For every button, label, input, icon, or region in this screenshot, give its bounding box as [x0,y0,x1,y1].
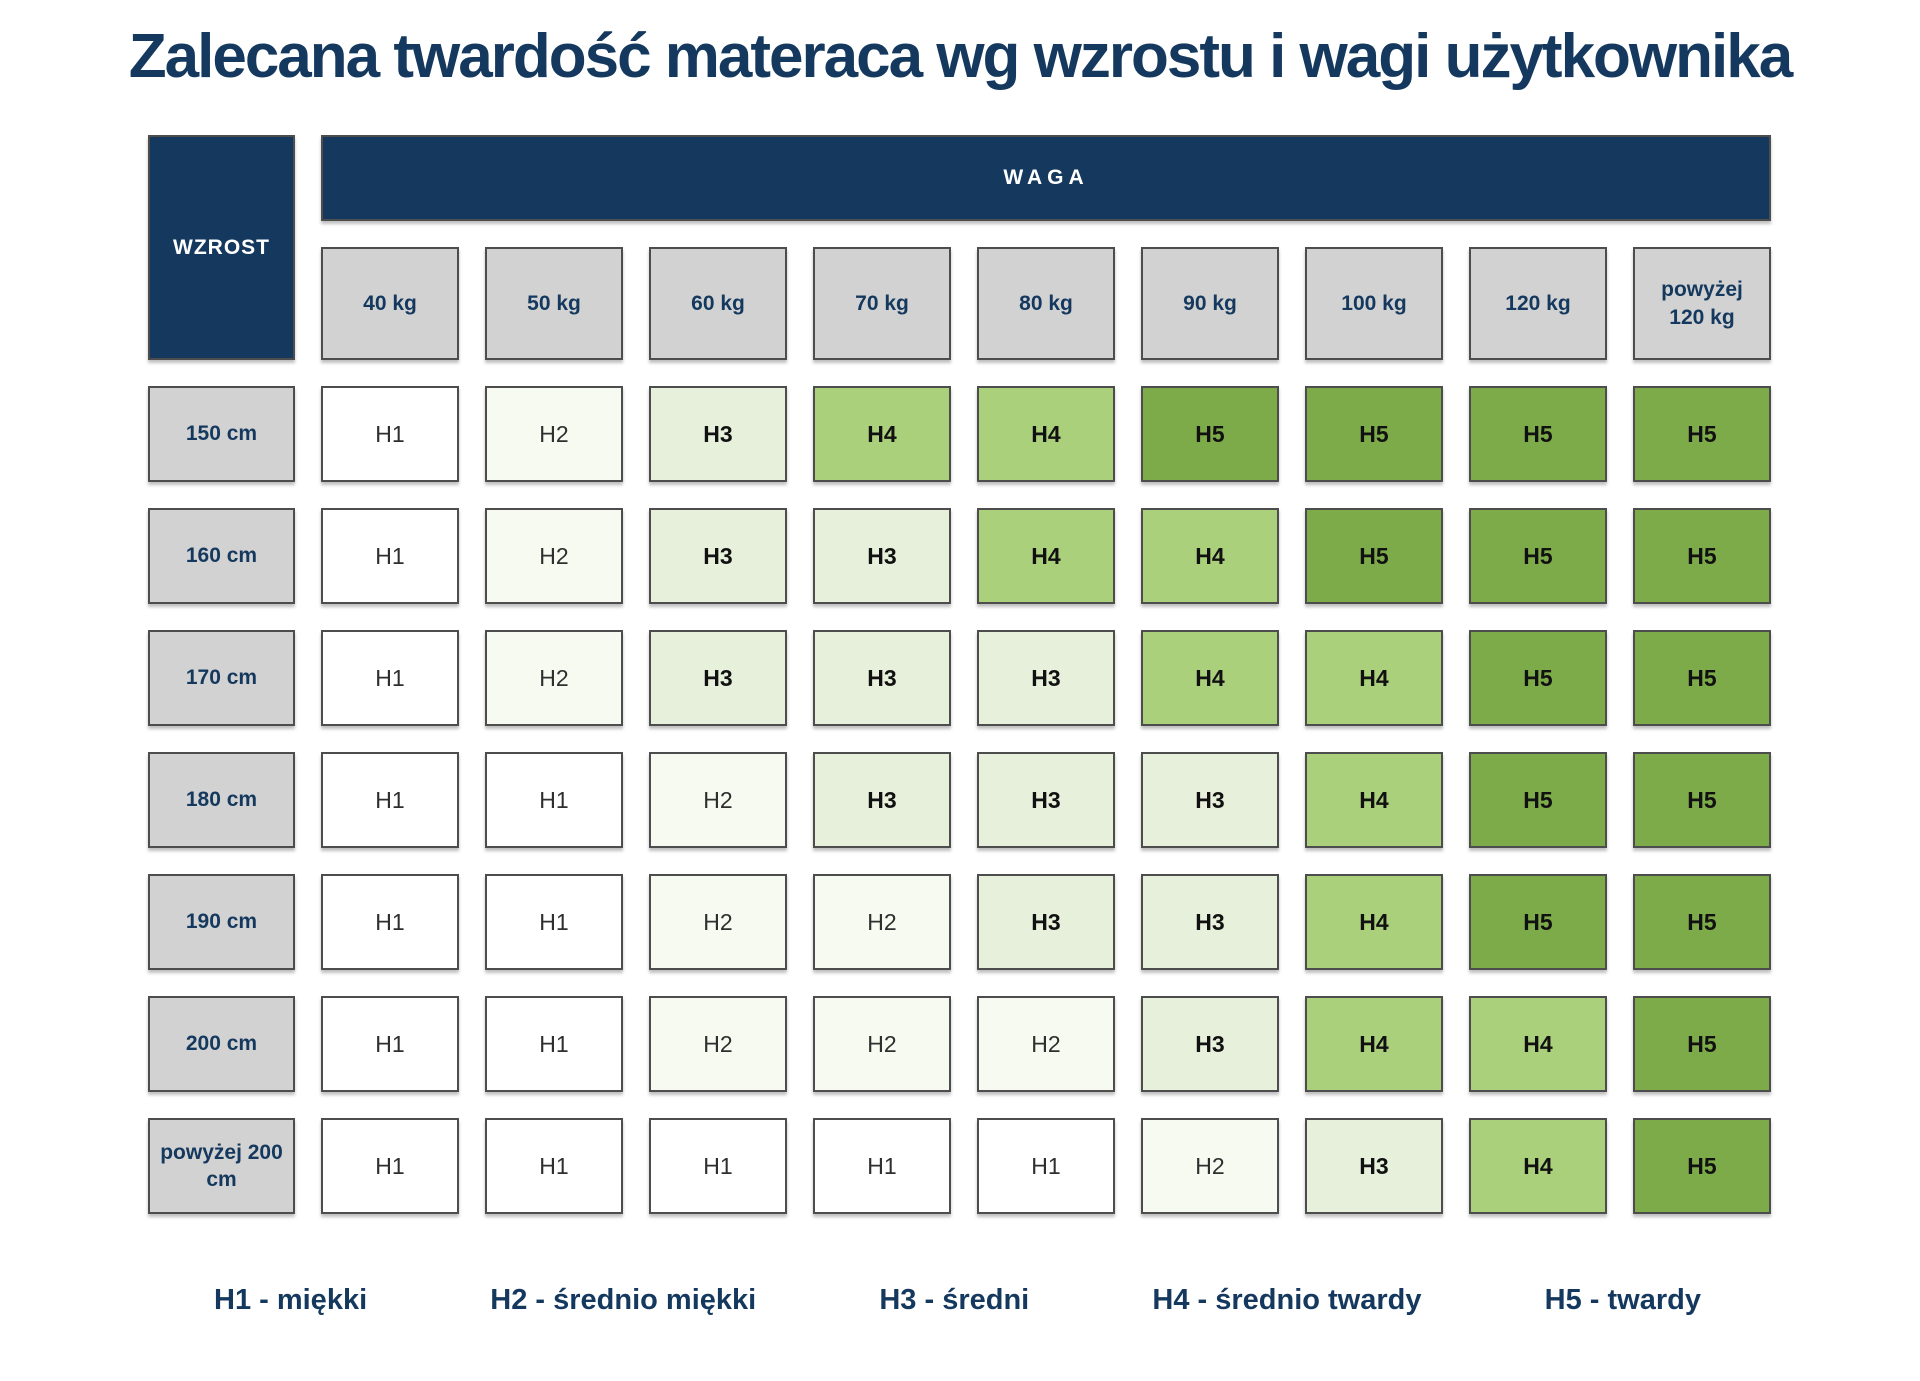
legend-item-h2: H2 - średnio miękki [490,1284,757,1317]
firmness-cell-180-cm-90-kg: H3 [1141,752,1279,849]
firmness-cell-powy-ej-200-cm-120-kg: H4 [1469,1118,1607,1215]
firmness-cell-200-cm-50-kg: H1 [485,996,623,1093]
column-header-90-kg: 90 kg [1141,247,1279,361]
column-header-120-kg: 120 kg [1469,247,1607,361]
row-header-200-cm: 200 cm [148,996,295,1093]
firmness-cell-180-cm-120-kg: H5 [1469,752,1607,849]
firmness-cell-200-cm-80-kg: H2 [977,996,1115,1093]
firmness-cell-170-cm-70-kg: H3 [813,630,951,727]
firmness-cell-powy-ej-200-cm-80-kg: H1 [977,1118,1115,1215]
firmness-cell-160-cm-70-kg: H3 [813,508,951,605]
firmness-cell-150-cm-50-kg: H2 [485,386,623,483]
firmness-cell-200-cm-70-kg: H2 [813,996,951,1093]
firmness-cell-150-cm-60-kg: H3 [649,386,787,483]
column-header-50-kg: 50 kg [485,247,623,361]
firmness-cell-powy-ej-200-cm-powy-ej-120-kg: H5 [1633,1118,1771,1215]
firmness-cell-powy-ej-200-cm-90-kg: H2 [1141,1118,1279,1215]
firmness-cell-170-cm-60-kg: H3 [649,630,787,727]
row-header-180-cm: 180 cm [148,752,295,849]
legend-item-h3: H3 - średni [879,1284,1030,1317]
firmness-cell-170-cm-90-kg: H4 [1141,630,1279,727]
firmness-cell-160-cm-60-kg: H3 [649,508,787,605]
legend-item-h5: H5 - twardy [1544,1284,1701,1317]
firmness-cell-150-cm-120-kg: H5 [1469,386,1607,483]
firmness-cell-200-cm-60-kg: H2 [649,996,787,1093]
row-header-170-cm: 170 cm [148,630,295,727]
row-header-160-cm: 160 cm [148,508,295,605]
legend-item-h4: H4 - średnio twardy [1152,1284,1422,1317]
firmness-cell-200-cm-100-kg: H4 [1305,996,1443,1093]
firmness-cell-190-cm-120-kg: H5 [1469,874,1607,971]
firmness-cell-180-cm-40-kg: H1 [321,752,459,849]
firmness-cell-190-cm-90-kg: H3 [1141,874,1279,971]
firmness-cell-200-cm-90-kg: H3 [1141,996,1279,1093]
firmness-cell-powy-ej-200-cm-60-kg: H1 [649,1118,787,1215]
firmness-cell-180-cm-60-kg: H2 [649,752,787,849]
firmness-cell-170-cm-40-kg: H1 [321,630,459,727]
firmness-cell-160-cm-50-kg: H2 [485,508,623,605]
firmness-cell-150-cm-70-kg: H4 [813,386,951,483]
firmness-cell-170-cm-100-kg: H4 [1305,630,1443,727]
firmness-cell-190-cm-50-kg: H1 [485,874,623,971]
firmness-cell-160-cm-80-kg: H4 [977,508,1115,605]
firmness-cell-190-cm-70-kg: H2 [813,874,951,971]
firmness-cell-180-cm-100-kg: H4 [1305,752,1443,849]
group-header-waga: WAGA [321,135,1771,222]
firmness-cell-190-cm-40-kg: H1 [321,874,459,971]
firmness-legend: H1 - miękki H2 - średnio miękki H3 - średn… [148,1284,1771,1317]
corner-header-wzrost: WZROST [148,135,295,361]
row-header-150-cm: 150 cm [148,386,295,483]
firmness-cell-180-cm-50-kg: H1 [485,752,623,849]
firmness-cell-160-cm-40-kg: H1 [321,508,459,605]
page-title: Zalecana twardość materaca wg wzrostu i … [128,22,1793,91]
firmness-cell-180-cm-70-kg: H3 [813,752,951,849]
firmness-cell-190-cm-powy-ej-120-kg: H5 [1633,874,1771,971]
firmness-cell-160-cm-90-kg: H4 [1141,508,1279,605]
column-header-100-kg: 100 kg [1305,247,1443,361]
firmness-cell-190-cm-80-kg: H3 [977,874,1115,971]
column-header-powy-ej-120-kg: powyżej 120 kg [1633,247,1771,361]
column-header-70-kg: 70 kg [813,247,951,361]
column-header-60-kg: 60 kg [649,247,787,361]
firmness-cell-190-cm-60-kg: H2 [649,874,787,971]
firmness-cell-160-cm-powy-ej-120-kg: H5 [1633,508,1771,605]
firmness-cell-170-cm-80-kg: H3 [977,630,1115,727]
row-header-190-cm: 190 cm [148,874,295,971]
firmness-cell-powy-ej-200-cm-40-kg: H1 [321,1118,459,1215]
firmness-table: WZROST WAGA 40 kg 50 kg 60 kg 70 kg 80 kg 90 … [148,135,1771,1215]
firmness-cell-200-cm-40-kg: H1 [321,996,459,1093]
firmness-cell-180-cm-80-kg: H3 [977,752,1115,849]
column-header-40-kg: 40 kg [321,247,459,361]
firmness-cell-170-cm-powy-ej-120-kg: H5 [1633,630,1771,727]
firmness-cell-200-cm-powy-ej-120-kg: H5 [1633,996,1771,1093]
firmness-cell-150-cm-powy-ej-120-kg: H5 [1633,386,1771,483]
firmness-cell-powy-ej-200-cm-70-kg: H1 [813,1118,951,1215]
firmness-cell-180-cm-powy-ej-120-kg: H5 [1633,752,1771,849]
firmness-cell-160-cm-120-kg: H5 [1469,508,1607,605]
firmness-cell-powy-ej-200-cm-50-kg: H1 [485,1118,623,1215]
row-header-powy-ej-200-cm: powyżej 200 cm [148,1118,295,1215]
firmness-cell-170-cm-120-kg: H5 [1469,630,1607,727]
firmness-cell-170-cm-50-kg: H2 [485,630,623,727]
firmness-cell-150-cm-90-kg: H5 [1141,386,1279,483]
legend-item-h1: H1 - miękki [214,1284,368,1317]
column-header-80-kg: 80 kg [977,247,1115,361]
firmness-cell-150-cm-100-kg: H5 [1305,386,1443,483]
firmness-cell-200-cm-120-kg: H4 [1469,996,1607,1093]
firmness-cell-powy-ej-200-cm-100-kg: H3 [1305,1118,1443,1215]
firmness-cell-150-cm-80-kg: H4 [977,386,1115,483]
firmness-cell-160-cm-100-kg: H5 [1305,508,1443,605]
firmness-cell-190-cm-100-kg: H4 [1305,874,1443,971]
firmness-cell-150-cm-40-kg: H1 [321,386,459,483]
